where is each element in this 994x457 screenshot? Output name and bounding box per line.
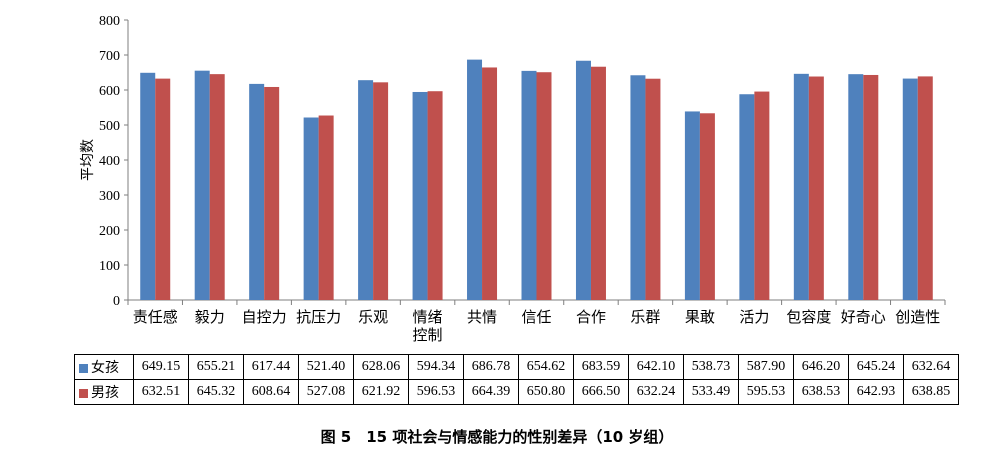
y-tick-label: 100: [99, 259, 120, 274]
x-category-label: 共情: [467, 308, 497, 326]
y-tick-label: 0: [113, 294, 120, 309]
table-cell: 628.06: [353, 354, 409, 380]
x-category-label: 乐群: [630, 308, 660, 326]
x-category-label: 果敢: [685, 308, 715, 326]
bar-girls: [848, 74, 864, 300]
x-category-label: 合作: [576, 308, 606, 326]
bar-girls: [521, 70, 537, 301]
table-cell: 632.51: [133, 379, 189, 405]
x-category-label: 情绪: [413, 308, 443, 326]
bar-boys: [318, 115, 334, 300]
table-cell: 686.78: [463, 354, 519, 380]
bar-girls: [412, 91, 428, 300]
x-category-label: 控制: [413, 326, 443, 344]
bar-chart: 0100200300400500600700800平均数责任感 毅力 自控力 抗压力乐…: [80, 14, 946, 344]
bar-girls: [194, 70, 210, 300]
y-tick-label: 400: [99, 154, 120, 169]
table-cell: 595.53: [738, 379, 794, 405]
table-cell: 645.32: [188, 379, 244, 405]
x-category-label: 自控力: [242, 308, 287, 326]
bar-girls: [575, 60, 591, 300]
table-cell: 596.53: [408, 379, 464, 405]
table-cell: 664.39: [463, 379, 519, 405]
table-cell: 683.59: [573, 354, 629, 380]
table-cell: 594.34: [408, 354, 464, 380]
bar-boys: [699, 113, 715, 300]
y-tick-label: 500: [99, 119, 120, 134]
table-cell: 538.73: [683, 354, 739, 380]
bar-girls: [902, 78, 918, 301]
bar-boys: [754, 91, 770, 300]
figure-caption: 图 5 15 项社会与情感能力的性别差异（10 岁组）: [320, 428, 674, 446]
table-cell: 632.64: [903, 354, 959, 380]
table-cell: 646.20: [793, 354, 849, 380]
bar-boys: [264, 86, 280, 300]
bar-girls: [358, 80, 374, 300]
table-cell: 638.85: [903, 379, 959, 405]
legend-swatch: [79, 364, 88, 374]
bar-boys: [863, 74, 879, 300]
table-cell: 654.62: [518, 354, 574, 380]
x-category-label: 抗压力: [296, 308, 341, 326]
table-cell: 621.92: [353, 379, 409, 405]
bar-boys: [645, 78, 661, 300]
bar-boys: [808, 76, 824, 301]
bar-girls: [630, 75, 646, 300]
table-cell: 527.08: [298, 379, 354, 405]
table-cell: 642.93: [848, 379, 904, 405]
table-cell: 645.24: [848, 354, 904, 380]
y-tick-label: 300: [99, 189, 120, 204]
table-cell: 521.40: [298, 354, 354, 380]
y-tick-label: 800: [99, 14, 120, 29]
table-cell: 587.90: [738, 354, 794, 380]
bar-boys: [427, 91, 443, 300]
table-row-header: 女孩: [74, 354, 134, 380]
table-cell: 608.64: [243, 379, 299, 405]
bar-girls: [249, 83, 265, 300]
x-category-label: 毅力: [195, 308, 225, 326]
bar-boys: [536, 72, 552, 300]
legend-label: 男孩: [91, 385, 119, 401]
table-cell: 642.10: [628, 354, 684, 380]
bar-boys: [590, 66, 606, 300]
bar-girls: [467, 59, 483, 300]
table-row-header: 男孩: [74, 379, 134, 405]
y-tick-label: 200: [99, 224, 120, 239]
legend-label: 女孩: [91, 360, 119, 376]
table-cell: 617.44: [243, 354, 299, 380]
legend-swatch: [79, 389, 88, 399]
bar-boys: [155, 78, 171, 301]
x-category-label: 信任: [521, 308, 551, 326]
bar-boys: [373, 82, 389, 300]
x-category-label: 责任感: [133, 308, 178, 326]
bar-girls: [739, 94, 755, 300]
y-tick-label: 600: [99, 84, 120, 99]
bar-girls: [793, 73, 809, 300]
bar-boys: [209, 74, 225, 300]
data-table: 女孩 649.15 655.21 617.44 521.40 628.06 594.34 68…: [74, 354, 959, 405]
bar-girls: [684, 111, 700, 300]
x-category-label: 乐观: [358, 308, 388, 326]
bar-girls: [303, 117, 319, 300]
y-axis-title: 平均数: [80, 139, 96, 181]
table-row: 男孩 632.51 645.32 608.64 527.08 621.92 596.53 66…: [74, 379, 959, 405]
table-row: 女孩 649.15 655.21 617.44 521.40 628.06 594.34 68…: [74, 354, 959, 380]
x-category-label: 好奇心: [841, 308, 886, 326]
table-cell: 649.15: [133, 354, 189, 380]
bar-boys: [482, 67, 498, 300]
x-category-label: 活力: [739, 308, 769, 326]
bar-boys: [917, 76, 933, 300]
table-cell: 655.21: [188, 354, 244, 380]
table-cell: 533.49: [683, 379, 739, 405]
y-tick-label: 700: [99, 49, 120, 64]
table-cell: 632.24: [628, 379, 684, 405]
table-cell: 650.80: [518, 379, 574, 405]
table-cell: 666.50: [573, 379, 629, 405]
table-cell: 638.53: [793, 379, 849, 405]
x-category-label: 包容度: [786, 308, 831, 326]
bar-girls: [140, 72, 156, 300]
x-category-label: 创造性: [895, 308, 940, 326]
